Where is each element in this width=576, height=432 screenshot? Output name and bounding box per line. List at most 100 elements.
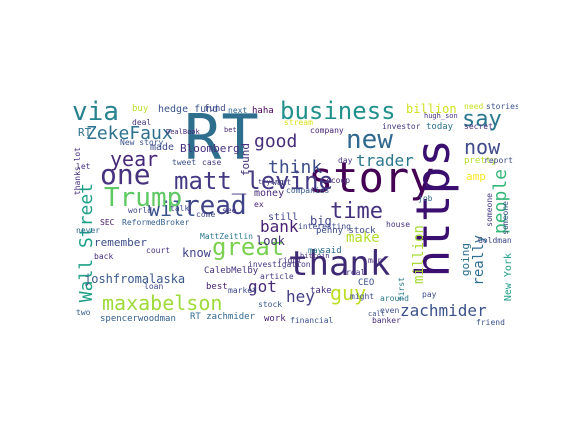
word-cloud-word: RT zachmider <box>190 312 256 322</box>
word-cloud-word: RT <box>184 101 259 174</box>
word-cloud-word: financial <box>290 316 334 325</box>
word-cloud-word: billion <box>406 102 457 116</box>
word-cloud-word: SEC <box>100 218 115 227</box>
word-cloud-word: call <box>368 310 385 318</box>
word-cloud-word: someone <box>485 193 494 227</box>
word-cloud-word: fund <box>204 104 226 114</box>
word-cloud-word: thanks lot <box>73 147 82 196</box>
word-cloud-word: made <box>150 142 175 153</box>
word-cloud-word: job <box>418 194 433 203</box>
word-cloud-word: spencerwoodman <box>100 314 176 324</box>
word-cloud-word: take <box>310 286 332 296</box>
word-cloud-word: case <box>202 158 222 167</box>
word-cloud-word: good <box>254 131 298 152</box>
word-cloud-word: world <box>128 206 153 215</box>
word-cloud-word: article <box>260 272 294 281</box>
word-cloud-word: great <box>212 233 285 261</box>
word-cloud-word: today <box>426 122 454 132</box>
word-cloud-word: maxabelson <box>102 291 223 315</box>
word-cloud-word: Bloomberg <box>180 142 240 155</box>
word-cloud-word: interesting <box>298 222 351 231</box>
word-cloud-word: joshfromalaska <box>84 272 186 286</box>
word-cloud-word: one <box>100 158 151 191</box>
word-cloud-word: time <box>330 199 383 224</box>
word-cloud-word: someone <box>501 201 510 235</box>
word-cloud-word: make <box>346 230 380 246</box>
word-cloud-word: via <box>72 97 119 127</box>
word-cloud-word: pay <box>422 290 437 299</box>
word-cloud-word: house <box>386 220 411 229</box>
word-cloud-word: secret <box>464 122 493 131</box>
word-cloud-word: hey <box>286 287 315 306</box>
word-cloud-word: best <box>206 282 228 292</box>
word-cloud-word: investor <box>382 122 421 131</box>
word-cloud-word: MattZeitlin <box>200 232 253 241</box>
word-cloud-word: ex <box>254 200 264 209</box>
word-cloud-word: know <box>182 246 211 260</box>
word-cloud-word: investigation <box>248 260 311 269</box>
word-cloud-word: thank <box>288 244 391 284</box>
word-cloud-word: found <box>239 143 252 177</box>
word-cloud-word: New story <box>120 138 164 147</box>
word-cloud-word: will <box>148 197 197 221</box>
word-cloud-word: report <box>484 156 513 165</box>
word-cloud-word: big <box>310 214 332 228</box>
word-cloud-word: buy <box>132 104 149 114</box>
word-cloud-word: scoop <box>326 176 351 185</box>
word-cloud-word: stream <box>284 118 313 127</box>
word-cloud-word: company <box>310 126 344 135</box>
word-cloud-word: bitcoin <box>300 252 330 260</box>
word-cloud-word: first <box>397 277 406 302</box>
word-cloud-word: ReformedBroker <box>122 218 190 227</box>
word-cloud-word: read <box>184 191 247 221</box>
word-cloud-word: right <box>278 256 303 265</box>
word-cloud-word: guy <box>330 281 367 305</box>
word-cloud-word: money <box>254 188 285 199</box>
word-cloud-word: say <box>462 107 502 132</box>
word-cloud-word: Trump <box>104 183 183 213</box>
word-cloud-word: next <box>228 106 248 115</box>
word-cloud-word: new <box>346 125 393 155</box>
word-cloud-word: matt_levine <box>174 167 333 195</box>
word-cloud-word: penny stock <box>316 226 376 236</box>
word-cloud-word: story <box>308 153 435 202</box>
word-cloud-word: banker <box>372 316 401 325</box>
word-cloud-word: RT <box>78 126 92 139</box>
word-cloud-word: stories <box>486 102 518 111</box>
word-cloud-word: let <box>76 162 91 171</box>
word-cloud-word: ZekeFaux <box>86 123 173 144</box>
word-cloud-word: come <box>196 210 216 219</box>
word-cloud-word: haha <box>252 106 274 116</box>
word-cloud-word: see <box>222 206 237 215</box>
word-cloud-word: may <box>308 246 323 255</box>
word-cloud-word: man <box>368 256 383 265</box>
word-cloud-word: going <box>459 243 472 277</box>
word-cloud-word: New York <box>503 253 514 302</box>
word-cloud-word: need <box>464 102 484 111</box>
word-cloud-word: zachmider <box>400 301 487 320</box>
word-cloud-word: two <box>76 308 91 317</box>
word-cloud-word: market <box>228 286 257 295</box>
word-cloud-word: Goldman <box>478 236 512 245</box>
word-cloud-word: day <box>338 156 353 165</box>
word-cloud-word: might <box>350 292 375 301</box>
word-cloud-word: year <box>110 147 159 171</box>
word-cloud-word: companies <box>286 186 330 195</box>
word-cloud-word: tweet <box>172 158 197 167</box>
word-cloud-word: million <box>411 225 427 285</box>
word-cloud-word: look <box>256 234 285 248</box>
word-cloud-word: pretty <box>464 156 497 166</box>
word-cloud-word: even <box>380 306 400 315</box>
word-cloud-word: DealBook <box>166 128 200 136</box>
word-cloud-word: trader <box>356 151 414 170</box>
word-cloud-word: real <box>346 268 366 277</box>
word-cloud-word: CalebMelby <box>204 266 259 276</box>
word-cloud-word: around <box>380 294 409 303</box>
word-cloud-word: trying <box>258 178 284 186</box>
word-cloud-word: think <box>268 157 323 178</box>
word-cloud-word: bank <box>260 217 299 236</box>
word-cloud-word: CEO <box>358 278 375 288</box>
word-cloud-word: talk <box>170 204 190 213</box>
word-cloud-word: said <box>320 246 342 256</box>
word-cloud-word: got <box>248 277 277 296</box>
